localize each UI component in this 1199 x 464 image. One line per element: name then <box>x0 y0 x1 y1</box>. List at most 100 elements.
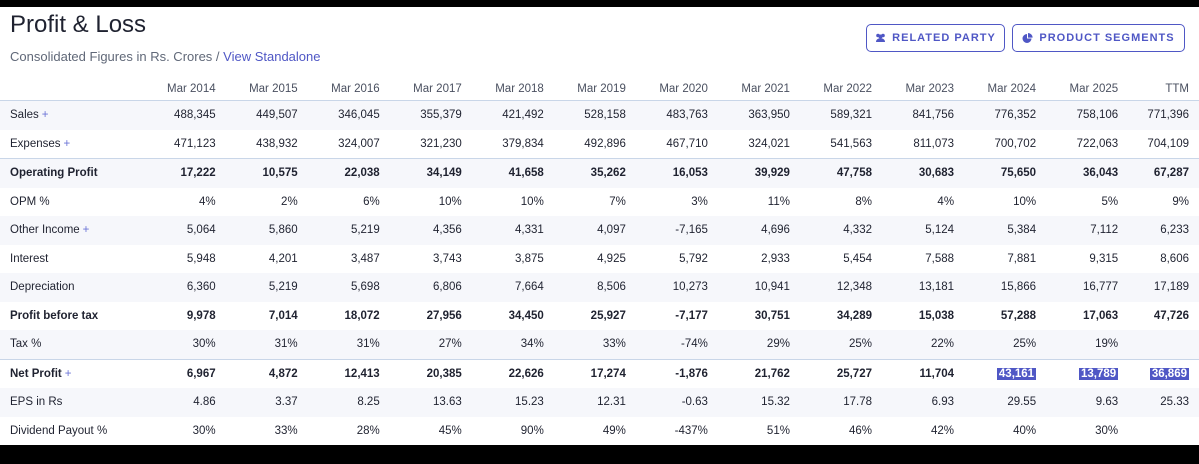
cell-value: 13.63 <box>432 396 462 409</box>
cell-value: 13,789 <box>1078 367 1119 380</box>
cell-value: 776,352 <box>994 109 1037 122</box>
table-cell: -0.63 <box>635 388 718 417</box>
table-cell: 12.31 <box>553 388 636 417</box>
cell-value: 3,875 <box>515 252 544 265</box>
table-cell: 704,109 <box>1128 130 1199 159</box>
cell-value: -0.63 <box>681 396 708 409</box>
table-row[interactable]: Other Income +5,064 5,860 5,219 4,356 4,331 4,… <box>0 216 1199 245</box>
cell-value: 11,704 <box>919 367 955 380</box>
table-cell: 17.78 <box>799 388 882 417</box>
related-party-button[interactable]: RELATED PARTY <box>866 24 1005 52</box>
cell-value: 9.63 <box>1095 396 1119 409</box>
row-label: Tax % <box>0 330 154 359</box>
cell-value: 42% <box>931 424 955 437</box>
cell-value: 10% <box>438 195 462 208</box>
column-header: Mar 2022 <box>799 78 882 101</box>
table-cell: 19% <box>1046 330 1129 359</box>
cell-value: 17,189 <box>1153 281 1189 294</box>
table-cell: 47,726 <box>1128 302 1199 331</box>
table-cell: 17,189 <box>1128 273 1199 302</box>
cell-value: 31% <box>356 338 380 351</box>
table-cell <box>1128 417 1199 446</box>
row-label-text: Net Profit <box>10 367 62 380</box>
cell-value: 541,563 <box>830 137 872 150</box>
cell-value: 6,233 <box>1160 224 1189 237</box>
cell-value: 321,230 <box>420 137 462 150</box>
table-cell: 5,792 <box>636 245 718 274</box>
column-header: Mar 2016 <box>307 78 390 101</box>
table-row[interactable]: Expenses +471,123 438,932 324,007 321,230 379… <box>0 130 1199 159</box>
table-cell: -7,165 <box>635 216 718 245</box>
expand-button[interactable]: + <box>82 224 90 237</box>
expand-button[interactable]: + <box>63 137 71 150</box>
cell-value: 811,073 <box>913 137 955 150</box>
cell-value: 36,043 <box>1082 167 1119 180</box>
table-cell: 421,492 <box>471 100 554 130</box>
cell-value: 39,929 <box>754 167 790 180</box>
table-cell: 488,345 <box>153 100 226 130</box>
row-label: Depreciation <box>0 273 154 302</box>
row-label: Expenses + <box>0 130 154 159</box>
cell-value: 3% <box>691 195 708 208</box>
product-segments-button[interactable]: PRODUCT SEGMENTS <box>1012 24 1185 52</box>
cell-value: 528,158 <box>584 109 626 122</box>
cell-value: 90% <box>520 424 544 437</box>
table-cell: 15,866 <box>964 273 1047 302</box>
table-cell: 722,063 <box>1046 130 1128 159</box>
cell-value: 4,872 <box>268 367 298 380</box>
cell-value: 40% <box>1013 424 1037 437</box>
cell-value: 4% <box>937 195 955 208</box>
table-cell: 41,658 <box>471 158 554 188</box>
table-cell: 12,413 <box>307 358 390 388</box>
column-header: Mar 2023 <box>882 78 965 101</box>
cell-value: 4,331 <box>515 224 544 237</box>
cell-value: 12,348 <box>836 281 872 294</box>
cell-value: 25% <box>848 338 872 351</box>
cell-value: 25,727 <box>836 367 872 380</box>
table-cell: 11,704 <box>882 358 965 388</box>
table-row[interactable]: Net Profit +6,967 4,872 12,413 20,385 22,626 1… <box>0 358 1199 388</box>
table-cell: 483,763 <box>635 100 718 130</box>
expand-button[interactable]: + <box>64 367 72 380</box>
cell-value: 704,109 <box>1147 137 1189 150</box>
view-standalone-link[interactable]: View Standalone <box>223 49 321 64</box>
subtitle-text: Consolidated Figures in Rs. Crores / <box>10 49 224 64</box>
cell-value: 15.32 <box>761 396 790 409</box>
cell-value: 18,072 <box>344 309 380 322</box>
table-cell: 20,385 <box>389 358 472 388</box>
table-cell: 31% <box>225 330 308 359</box>
cell-value: 10,575 <box>262 167 298 180</box>
cell-value: 5,064 <box>186 224 216 237</box>
cell-value: 15,038 <box>918 309 955 322</box>
column-header: Mar 2020 <box>635 78 718 101</box>
cell-value: 47,726 <box>1153 309 1189 322</box>
table-row[interactable]: Sales +488,345 449,507 346,045 355,379 421,49… <box>0 100 1199 130</box>
cell-value: 5,219 <box>350 224 380 237</box>
column-header: TTM <box>1128 78 1199 101</box>
cell-value: 34,450 <box>508 309 544 322</box>
table-cell: 21,762 <box>717 358 800 388</box>
table-cell: 31% <box>307 330 390 359</box>
table-cell: 3,487 <box>308 245 390 274</box>
cell-value: 4,925 <box>597 252 626 265</box>
table-cell: 379,834 <box>472 130 554 159</box>
row-label: OPM % <box>0 188 154 217</box>
cell-value: 324,007 <box>338 137 380 150</box>
table-cell: 34,289 <box>800 302 882 331</box>
table-cell: 5,698 <box>307 273 390 302</box>
cell-value: 3,743 <box>432 252 462 265</box>
cell-value: 4,097 <box>597 224 626 237</box>
table-cell: 67,287 <box>1128 158 1199 188</box>
cell-value: 30,683 <box>918 167 955 180</box>
cell-value: 34,149 <box>426 167 462 180</box>
column-header: Mar 2017 <box>389 78 472 101</box>
cell-value: 27,956 <box>426 309 462 322</box>
table-cell: 7,664 <box>471 273 554 302</box>
expand-button[interactable]: + <box>41 109 49 122</box>
cell-value: -7,165 <box>675 224 708 237</box>
table-cell: 355,379 <box>389 100 472 130</box>
table-row: Interest 5,948 4,201 3,487 3,743 3,875 4,925 5,… <box>0 245 1199 274</box>
table-cell: 8.25 <box>307 388 390 417</box>
table-cell: 10% <box>472 188 554 217</box>
cell-value: 841,756 <box>912 109 955 122</box>
